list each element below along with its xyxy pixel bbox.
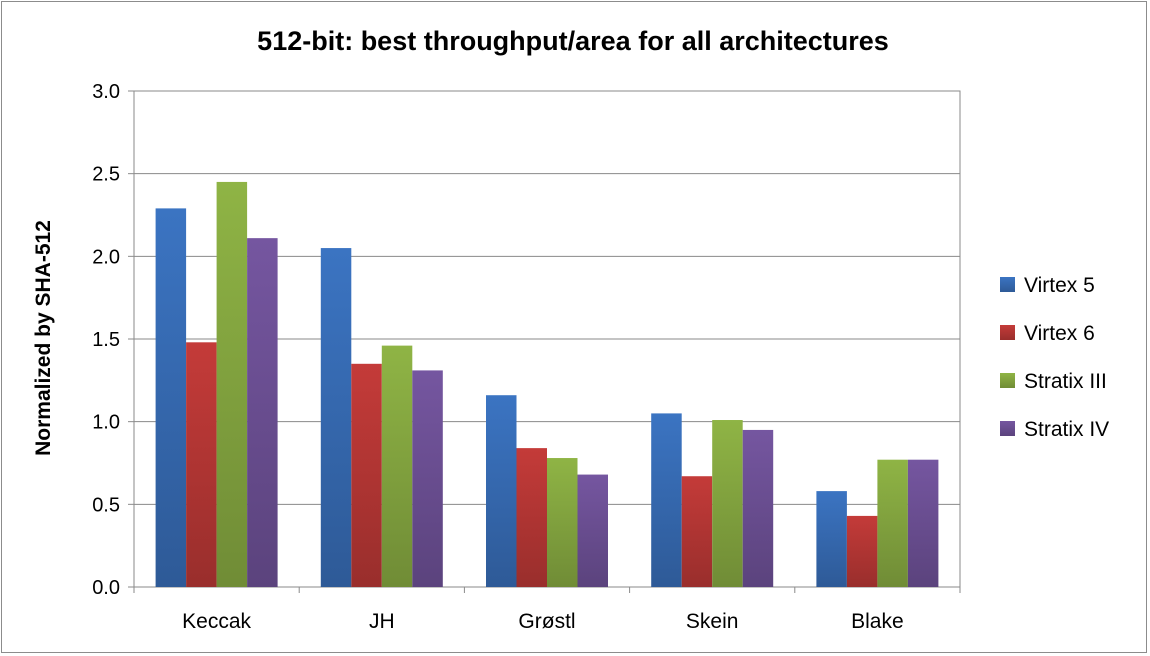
bar [351, 363, 382, 587]
y-tick-label: 0.5 [92, 494, 120, 516]
y-tick-label: 1.5 [92, 329, 120, 351]
bar [155, 208, 187, 588]
bar [877, 459, 908, 587]
legend-swatch [1000, 373, 1015, 388]
bar [712, 420, 743, 587]
x-tick-label: JH [369, 610, 395, 633]
legend-label: Virtex 5 [1024, 274, 1095, 297]
legend-label: Stratix III [1024, 370, 1107, 393]
bar [742, 429, 774, 587]
y-tick-label: 3.0 [92, 81, 120, 103]
tick-labels: 0.0 0.5 1.0 1.5 2.0 2.5 3.0 Keccak JH Grøstl Skein… [92, 81, 903, 633]
legend: Virtex 5 Virtex 6 Stratix III Stratix IV [1000, 274, 1109, 441]
y-tick-label: 2.5 [92, 164, 120, 186]
y-tick-label: 1.0 [92, 412, 120, 434]
bar [412, 370, 443, 587]
bar [547, 458, 578, 587]
bar [907, 459, 939, 587]
y-tick-label: 0.0 [92, 577, 120, 599]
bar [216, 181, 248, 587]
x-tick-label: Grøstl [518, 610, 575, 633]
bar [247, 238, 278, 587]
legend-swatch [1000, 325, 1015, 340]
bar [320, 248, 352, 588]
x-tick-label: Skein [686, 610, 739, 633]
bar [186, 342, 217, 587]
chart-title: 512-bit: best throughput/area for all ar… [257, 26, 889, 56]
bar [651, 413, 682, 587]
x-tick-label: Blake [851, 610, 904, 633]
legend-label: Stratix IV [1024, 418, 1109, 441]
bar [381, 345, 413, 587]
bar [681, 476, 713, 587]
legend-swatch [1000, 277, 1015, 292]
bar [577, 474, 608, 587]
bar [816, 491, 847, 587]
y-axis-label: Normalized by SHA-512 [32, 220, 55, 456]
legend-label: Virtex 6 [1024, 322, 1095, 345]
bar [486, 395, 517, 587]
bars [155, 181, 939, 588]
bar [846, 515, 878, 587]
y-tick-label: 2.0 [92, 246, 120, 268]
x-tick-label: Keccak [182, 610, 251, 633]
legend-swatch [1000, 421, 1015, 436]
bar [516, 448, 547, 587]
